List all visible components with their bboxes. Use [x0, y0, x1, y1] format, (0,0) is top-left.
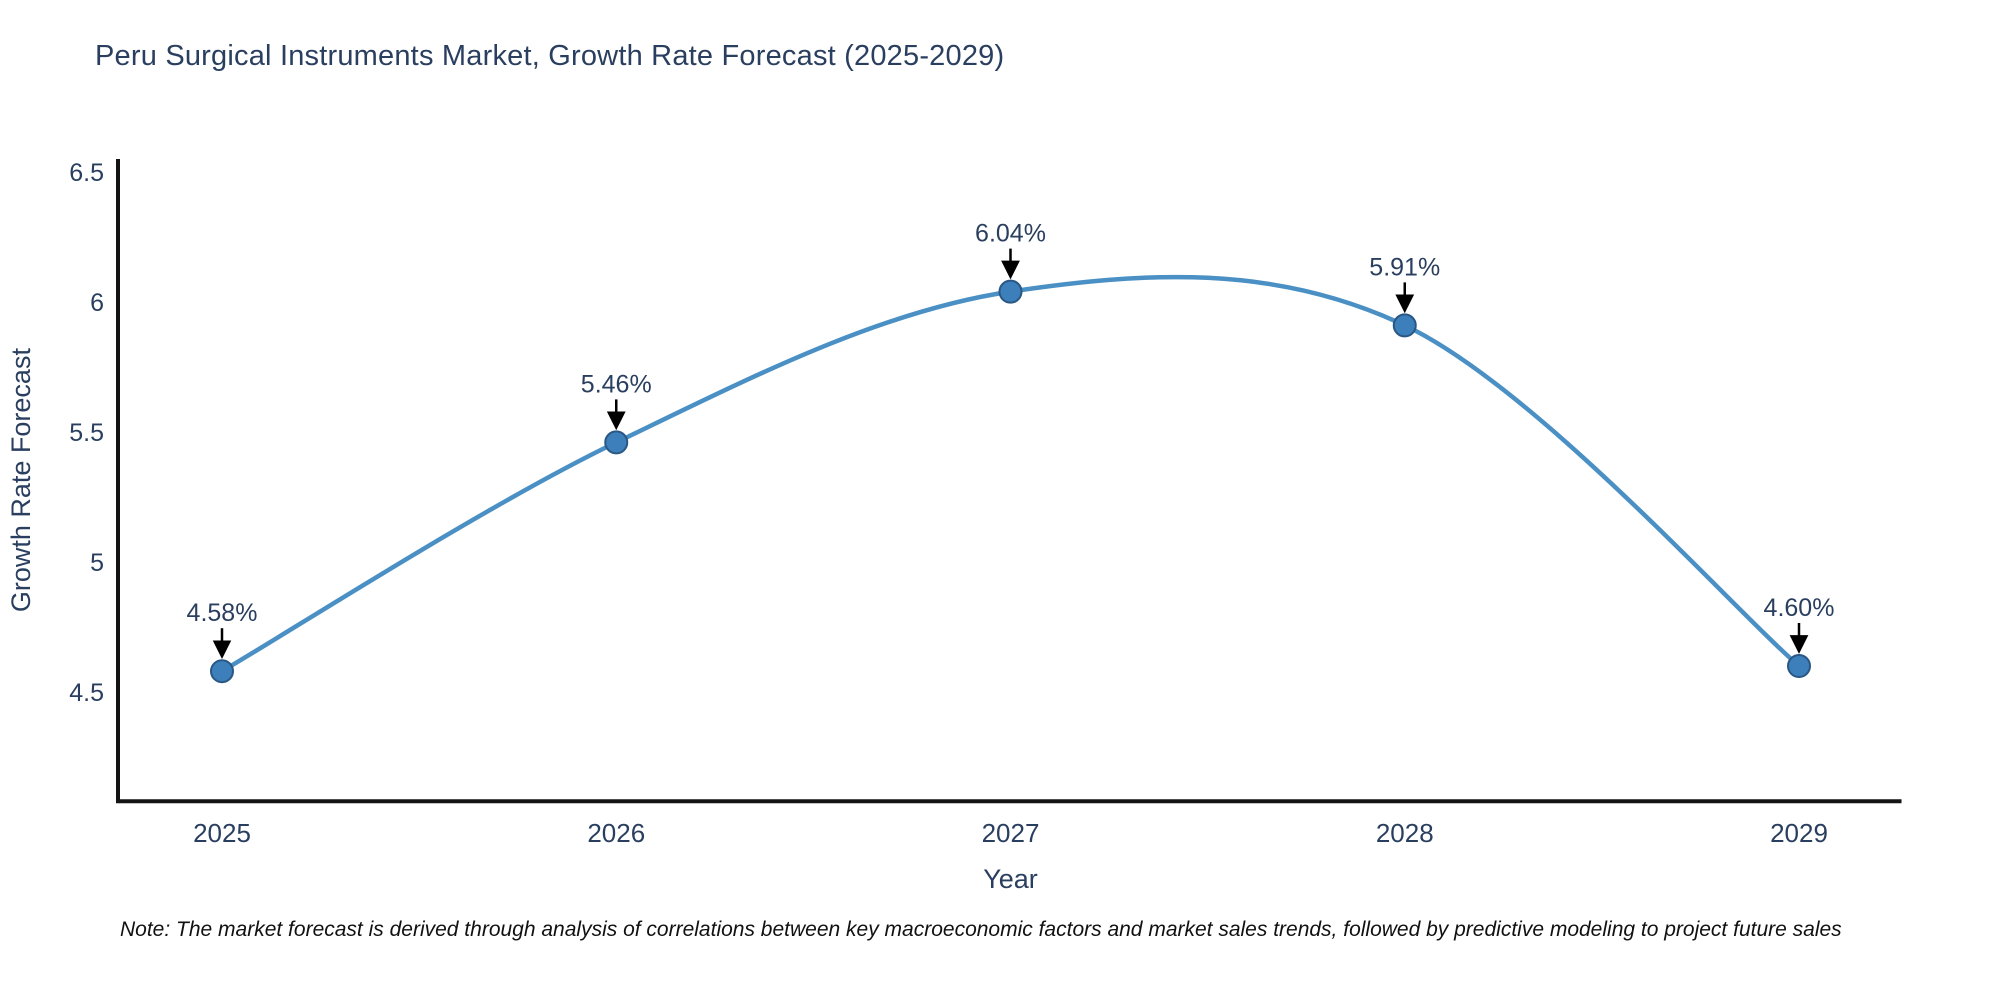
- chart-title: Peru Surgical Instruments Market, Growth…: [95, 40, 1005, 72]
- y-tick-label: 5.5: [69, 419, 104, 447]
- forecast-spline: [219, 274, 1802, 674]
- annotation-label-2028: 5.91%: [1369, 253, 1440, 281]
- annotation-label-2027: 6.04%: [975, 220, 1046, 248]
- footnote: Note: The market forecast is derived thr…: [120, 918, 1842, 941]
- x-tick-label: 2029: [1770, 818, 1828, 848]
- data-point-2028[interactable]: [1392, 313, 1417, 338]
- y-tick-label: 6.5: [69, 159, 104, 187]
- data-point-2027[interactable]: [998, 279, 1023, 304]
- x-tick-label: 2028: [1376, 818, 1434, 848]
- y-axis-title: Growth Rate Forecast: [6, 348, 36, 613]
- data-point-2025[interactable]: [210, 659, 234, 684]
- data-point-2029[interactable]: [1787, 654, 1811, 678]
- y-tick-label: 4.5: [69, 679, 104, 707]
- data-point-2026[interactable]: [604, 430, 629, 455]
- x-tick-label: 2027: [982, 818, 1040, 848]
- growth-rate-line-chart: 4.5 5 5.5 6 6.5 2025 2026 2027 2028 2029 Year Growt…: [6, 159, 1902, 894]
- x-tick-label: 2025: [193, 818, 251, 848]
- y-tick-label: 6: [90, 289, 104, 317]
- annotation-label-2029: 4.60%: [1764, 594, 1835, 622]
- x-tick-label: 2026: [587, 818, 645, 848]
- x-axis-title: Year: [983, 864, 1038, 894]
- y-tick-label: 5: [90, 549, 104, 577]
- annotation-label-2025: 4.58%: [187, 599, 258, 627]
- annotation-label-2026: 5.46%: [581, 370, 652, 398]
